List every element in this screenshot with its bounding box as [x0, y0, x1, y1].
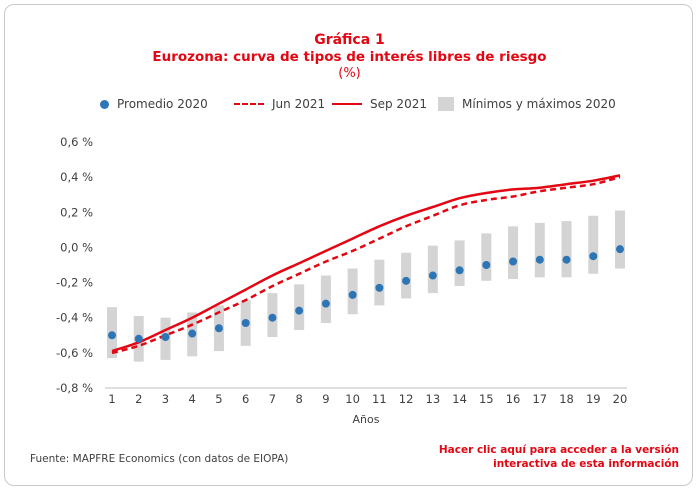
range-bar: [615, 210, 625, 269]
legend-dot-icon: [100, 99, 109, 109]
promedio-point: [616, 245, 624, 254]
x-tick-label: 4: [189, 392, 196, 406]
legend-dashed-line-icon: [234, 103, 264, 105]
range-bar: [561, 221, 572, 278]
legend-item-range: Mínimos y máximos 2020: [438, 97, 616, 111]
x-tick-label: 17: [532, 392, 547, 406]
chart-title-block: Gráfica 1 Eurozona: curva de tipos de in…: [0, 32, 699, 82]
x-tick-label: 14: [452, 392, 467, 406]
promedio-point: [589, 252, 598, 261]
y-tick-label: -0,6 %: [56, 346, 93, 360]
promedio-point: [321, 299, 330, 308]
x-tick-label: 11: [372, 392, 387, 406]
promedio-point: [509, 257, 518, 266]
promedio-point: [348, 290, 357, 299]
promedio-point: [455, 266, 464, 275]
promedio-point: [375, 283, 384, 292]
promedio-point: [188, 329, 197, 338]
x-tick-label: 9: [322, 392, 329, 406]
range-bar: [454, 240, 465, 287]
x-tick-label: 6: [242, 392, 249, 406]
range-bar: [508, 226, 519, 280]
x-tick-label: 12: [399, 392, 414, 406]
x-tick-label: 7: [269, 392, 276, 406]
interactive-version-link[interactable]: Hacer clic aquí para acceder a la versió…: [439, 443, 679, 471]
x-tick-label: 13: [426, 392, 441, 406]
y-tick-label: 0,4 %: [60, 170, 93, 184]
chart-subtitle: Eurozona: curva de tipos de interés libr…: [152, 49, 547, 65]
link-line-2[interactable]: interactiva de esta información: [493, 458, 679, 470]
x-tick-label: 5: [215, 392, 222, 406]
legend-label-promedio: Promedio 2020: [117, 97, 208, 111]
y-tick-label: -0,2 %: [56, 276, 93, 290]
range-bar: [481, 233, 492, 281]
range-bar: [588, 215, 599, 274]
promedio-point: [241, 318, 250, 327]
link-line-1[interactable]: Hacer clic aquí para acceder a la versió…: [438, 444, 679, 456]
promedio-point: [535, 255, 544, 264]
source-note: Fuente: MAPFRE Economics (con datos de E…: [30, 453, 289, 465]
legend-solid-line-icon: [332, 103, 362, 105]
range-bar: [427, 245, 438, 294]
promedio-point: [214, 324, 223, 333]
x-tick-label: 19: [586, 392, 601, 406]
promedio-point: [402, 276, 411, 285]
range-bar: [534, 222, 545, 278]
y-tick-label: 0,0 %: [60, 240, 93, 254]
legend-label-range: Mínimos y máximos 2020: [462, 97, 616, 111]
x-tick-label: 16: [506, 392, 521, 406]
promedio-point: [295, 306, 304, 315]
x-tick-label: 18: [559, 392, 574, 406]
legend-range-box-icon: [438, 97, 454, 111]
legend-label-sep: Sep 2021: [370, 97, 427, 111]
legend-item-jun: Jun 2021: [234, 97, 325, 111]
y-tick-label: 0,6 %: [60, 135, 93, 149]
range-bar: [320, 275, 331, 323]
range-bar: [374, 259, 385, 306]
x-tick-label: 8: [295, 392, 302, 406]
x-tick-label: 2: [135, 392, 142, 406]
range-bar: [401, 252, 412, 299]
chart-title: Gráfica 1: [314, 32, 385, 48]
series-line-sep-2021: [111, 174, 621, 353]
y-tick-label: -0,4 %: [56, 311, 93, 325]
x-axis-title: Años: [353, 413, 380, 426]
legend-item-sep: Sep 2021: [332, 97, 427, 111]
promedio-point: [108, 331, 116, 340]
promedio-point: [562, 255, 571, 264]
x-tick-label: 15: [479, 392, 494, 406]
promedio-point: [134, 334, 143, 343]
x-tick-label: 3: [162, 392, 169, 406]
x-tick-label: 1: [108, 392, 115, 406]
promedio-point: [268, 313, 277, 322]
y-tick-label: -0,8 %: [56, 381, 93, 395]
promedio-point: [428, 271, 437, 280]
y-tick-label: 0,2 %: [60, 205, 93, 219]
chart-unit: (%): [338, 66, 361, 81]
x-tick-label: 10: [345, 392, 360, 406]
promedio-point: [482, 261, 491, 269]
legend-label-jun: Jun 2021: [272, 97, 326, 111]
legend-item-promedio: Promedio 2020: [100, 97, 208, 111]
x-tick-label: 20: [613, 392, 628, 406]
promedio-point: [161, 333, 170, 342]
chart-frame: [4, 4, 693, 486]
